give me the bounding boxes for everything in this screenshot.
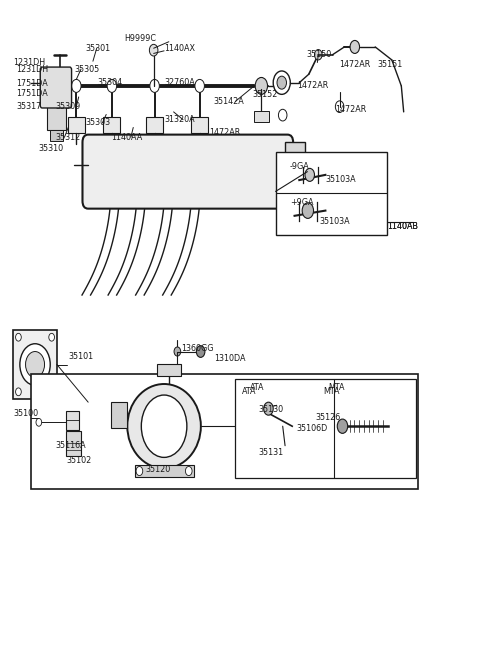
Bar: [254, 111, 269, 122]
Circle shape: [15, 388, 21, 396]
Text: 1472AR: 1472AR: [340, 60, 371, 69]
Circle shape: [15, 333, 21, 341]
Bar: [68, 117, 85, 133]
Bar: [50, 130, 63, 141]
Circle shape: [314, 50, 322, 60]
Text: 35116A: 35116A: [55, 441, 85, 450]
Circle shape: [107, 79, 117, 92]
Circle shape: [36, 419, 42, 426]
Text: 1751DA: 1751DA: [16, 89, 48, 98]
Bar: [146, 117, 163, 133]
Circle shape: [136, 466, 143, 476]
Bar: [66, 432, 81, 456]
Bar: [135, 465, 193, 477]
Text: 1360GG: 1360GG: [180, 344, 213, 353]
Bar: [47, 105, 66, 130]
Text: 1231DH: 1231DH: [16, 65, 48, 73]
Text: 1310DA: 1310DA: [214, 354, 245, 362]
Circle shape: [350, 41, 360, 54]
Text: MTA: MTA: [323, 386, 339, 396]
Text: 1472AR: 1472AR: [297, 81, 328, 90]
Bar: [111, 402, 127, 428]
Circle shape: [20, 344, 50, 385]
Text: 35317: 35317: [16, 102, 41, 111]
Circle shape: [273, 71, 290, 94]
Circle shape: [185, 466, 192, 476]
Text: 35303: 35303: [86, 119, 111, 128]
Circle shape: [195, 79, 204, 92]
Circle shape: [305, 168, 314, 181]
Text: 1472AR: 1472AR: [335, 105, 366, 115]
Text: 1231DH: 1231DH: [13, 58, 45, 67]
Circle shape: [25, 352, 45, 377]
Text: 35101: 35101: [68, 352, 94, 361]
Bar: [103, 117, 120, 133]
FancyBboxPatch shape: [40, 67, 72, 108]
Bar: [31, 374, 418, 489]
Bar: [235, 379, 416, 478]
Circle shape: [141, 395, 187, 457]
Bar: [191, 117, 208, 133]
Text: 35304: 35304: [97, 77, 123, 86]
Bar: [157, 364, 181, 375]
Text: -9GA: -9GA: [290, 162, 310, 171]
Text: 35310: 35310: [39, 144, 64, 153]
Bar: [66, 411, 79, 430]
Circle shape: [278, 109, 287, 121]
Text: 1140AA: 1140AA: [111, 133, 142, 141]
Circle shape: [196, 346, 205, 358]
Circle shape: [302, 203, 313, 218]
Circle shape: [72, 79, 81, 92]
Text: +9GA: +9GA: [290, 198, 313, 207]
Circle shape: [174, 347, 180, 356]
Text: ATA: ATA: [250, 383, 264, 392]
Circle shape: [337, 419, 348, 434]
Circle shape: [149, 45, 158, 56]
Text: 35152: 35152: [253, 90, 278, 100]
Text: 35131: 35131: [258, 448, 283, 457]
Text: 35103A: 35103A: [320, 217, 350, 226]
Text: 32760A: 32760A: [164, 77, 195, 86]
Text: 35103A: 35103A: [325, 175, 356, 184]
FancyBboxPatch shape: [83, 135, 293, 209]
Text: 35309: 35309: [56, 102, 81, 111]
Text: 35100: 35100: [13, 409, 38, 418]
Circle shape: [49, 333, 55, 341]
Circle shape: [150, 79, 159, 92]
Circle shape: [255, 77, 267, 94]
Text: 35301: 35301: [86, 44, 111, 53]
Ellipse shape: [127, 384, 201, 468]
Text: 35312: 35312: [56, 133, 81, 141]
Text: 1140AX: 1140AX: [164, 44, 195, 53]
Bar: [276, 152, 387, 234]
Circle shape: [336, 101, 344, 113]
Text: 31320A: 31320A: [164, 115, 195, 124]
Text: 35305: 35305: [74, 65, 99, 73]
Text: 35102: 35102: [67, 456, 92, 465]
Text: 35151: 35151: [378, 60, 403, 69]
Text: 1140AB: 1140AB: [387, 222, 418, 231]
Bar: [285, 142, 305, 201]
Text: H9999C: H9999C: [124, 34, 156, 43]
Text: 1751DA: 1751DA: [16, 79, 48, 88]
Circle shape: [277, 76, 287, 89]
Text: ATA: ATA: [242, 386, 257, 396]
Text: 35120: 35120: [145, 464, 170, 474]
Circle shape: [264, 402, 273, 415]
Text: 1140AB: 1140AB: [387, 222, 418, 231]
Text: 35130: 35130: [258, 405, 283, 415]
Text: 35142A: 35142A: [214, 97, 245, 106]
Circle shape: [49, 388, 55, 396]
Text: 1472AR: 1472AR: [209, 128, 240, 137]
Bar: [13, 330, 57, 399]
Text: 35126: 35126: [315, 413, 340, 422]
Text: 35106D: 35106D: [296, 424, 327, 433]
Text: 35150: 35150: [306, 50, 332, 59]
Text: MTA: MTA: [328, 383, 344, 392]
